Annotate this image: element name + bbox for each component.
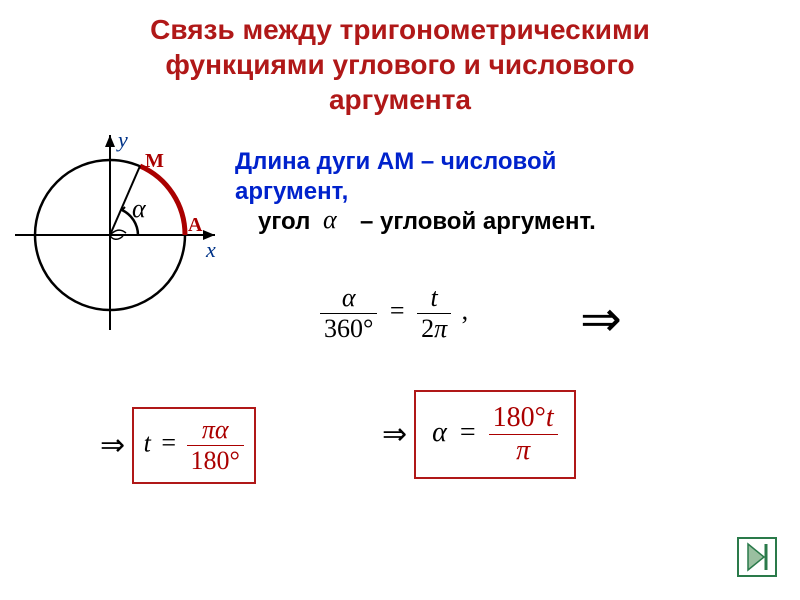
- slide-title: Связь между тригонометрическими функциям…: [0, 0, 800, 117]
- equals-3: =: [454, 417, 482, 448]
- t-formula: ⇒ t = πα 180°: [100, 407, 270, 487]
- implies-arrow-2: ⇒: [100, 429, 125, 462]
- point-m-label: М: [145, 150, 164, 172]
- alpha-symbol-inline: α: [323, 205, 337, 235]
- title-line-1: Связь между тригонометрическими: [150, 14, 650, 45]
- proportion-formula: α 360° = t 2π ,: [320, 283, 520, 363]
- deg360-den: 360°: [320, 314, 377, 344]
- alpha-var: α: [432, 417, 447, 448]
- equals-2: =: [157, 428, 180, 457]
- implies-arrow-1: ⇒: [580, 290, 622, 348]
- angular-text: – угловой аргумент: [360, 208, 589, 235]
- implies-arrow-3: ⇒: [382, 418, 407, 451]
- x-axis-label: x: [205, 237, 216, 262]
- alpha-label: α: [132, 194, 147, 223]
- next-slide-button[interactable]: [736, 536, 778, 578]
- point-a-label: А: [188, 214, 203, 236]
- pi-den: π: [489, 435, 558, 467]
- comma: ,: [458, 296, 469, 325]
- y-axis-label: y: [116, 135, 128, 152]
- title-line-3: аргумента: [329, 84, 471, 115]
- equals-1: =: [384, 296, 411, 325]
- arc-length-text: Длина дуги АМ – числовой: [235, 148, 556, 176]
- pi-alpha-num: πα: [187, 415, 244, 446]
- alpha-formula: ⇒ α = 180°t π: [382, 390, 612, 490]
- t-var: t: [144, 428, 151, 457]
- arc-argument-text: аргумент,: [235, 178, 348, 206]
- unit-circle-diagram: y x М А α: [10, 135, 220, 335]
- alpha-num-text: 180°: [493, 402, 546, 433]
- angular-argument-text: – угловой аргумент.: [360, 208, 596, 236]
- angle-word: угол: [258, 208, 310, 236]
- t-num: t: [417, 283, 451, 314]
- alpha-num: α: [320, 283, 377, 314]
- title-line-2: функциями углового и числового: [165, 49, 634, 80]
- deg180-den: 180°: [187, 446, 244, 476]
